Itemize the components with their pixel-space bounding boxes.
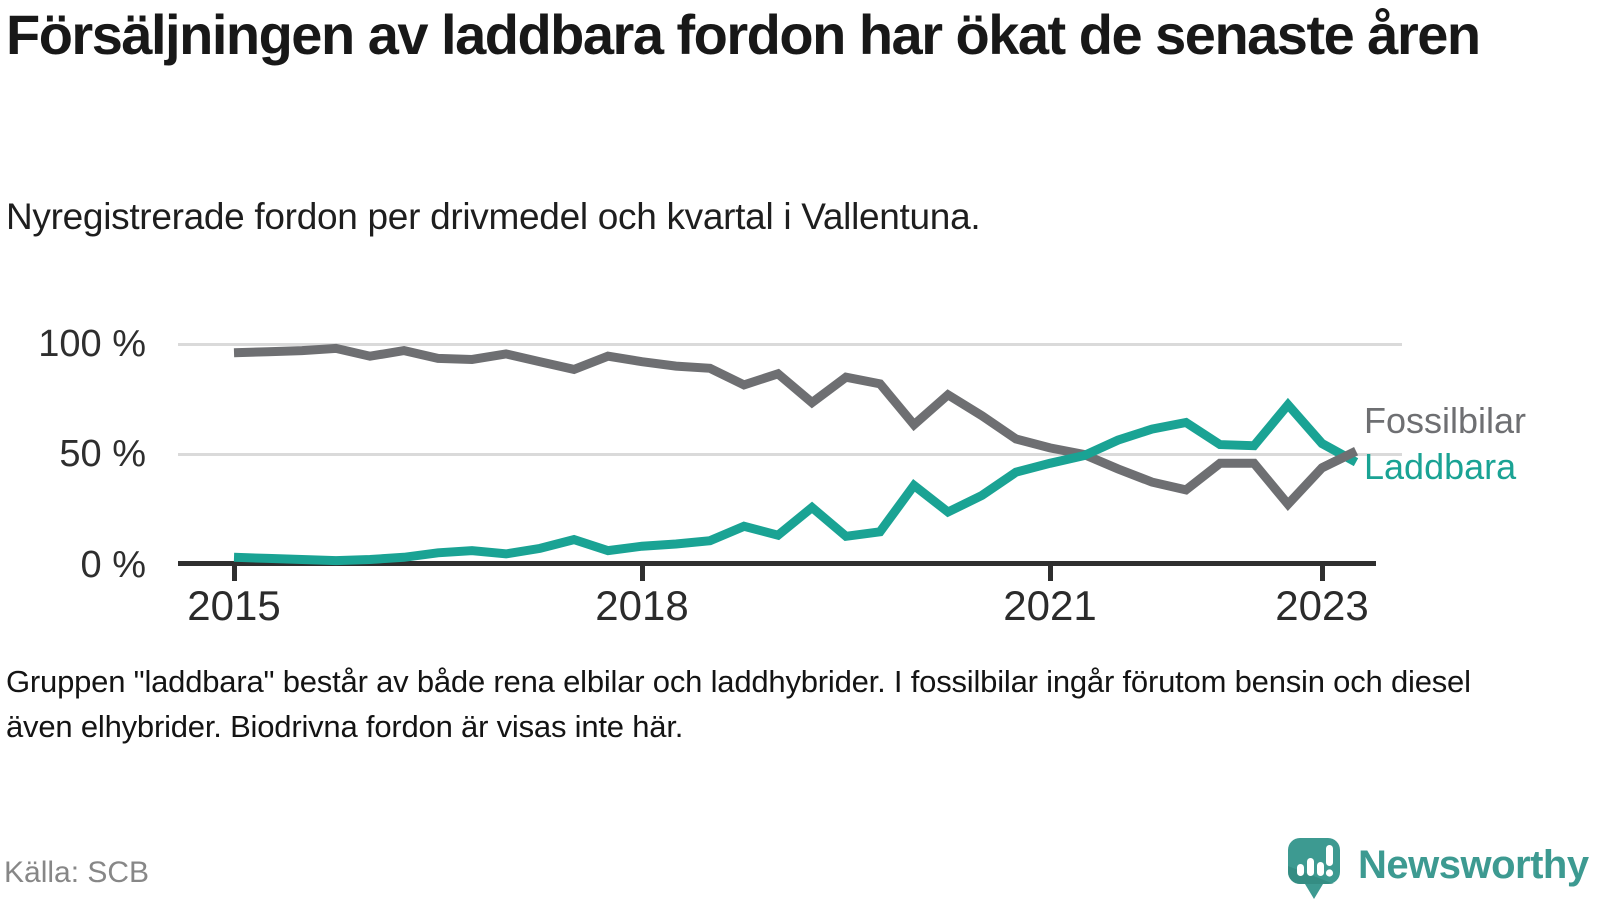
gridline-50: [178, 453, 1402, 456]
fossilbilar-line: [233, 343, 1358, 512]
legend-label-laddbara: Laddbara: [1364, 446, 1517, 487]
newsworthy-logo: Newsworthy: [1288, 838, 1600, 900]
x-axis-label-2018: 2018: [595, 582, 689, 629]
newsworthy-speech-bubble-barchart-icon: [1288, 838, 1340, 899]
x-axis-line: [178, 561, 1376, 566]
chart-subtitle: Nyregistrerade fordon per drivmedel och …: [6, 196, 981, 237]
page-title: Försäljningen av laddbara fordon har öka…: [6, 3, 1481, 66]
fossilbilar-line-end-segment: [1320, 447, 1358, 472]
x-tick-2015: [232, 566, 237, 581]
y-axis-label-0: 0 %: [80, 544, 146, 586]
x-tick-2023: [1320, 566, 1325, 581]
gridline-100: [178, 343, 1402, 346]
x-tick-2021: [1048, 566, 1053, 581]
y-axis-label-100: 100 %: [38, 323, 146, 365]
chart-footnote: Gruppen "laddbara" består av både rena e…: [6, 664, 1471, 744]
x-axis-label-2015: 2015: [187, 582, 281, 629]
chart-lines-svg: [233, 343, 1359, 566]
newsworthy-logo-text: Newsworthy: [1358, 843, 1589, 887]
x-axis-label-2021: 2021: [1003, 582, 1097, 629]
source-credit: Källa: SCB: [4, 856, 150, 889]
legend-label-fossilbilar: Fossilbilar: [1364, 400, 1527, 441]
x-tick-2018: [640, 566, 645, 581]
y-axis-label-50: 50 %: [59, 433, 146, 475]
laddbara-line: [233, 397, 1359, 566]
x-axis-label-2023: 2023: [1275, 582, 1369, 629]
